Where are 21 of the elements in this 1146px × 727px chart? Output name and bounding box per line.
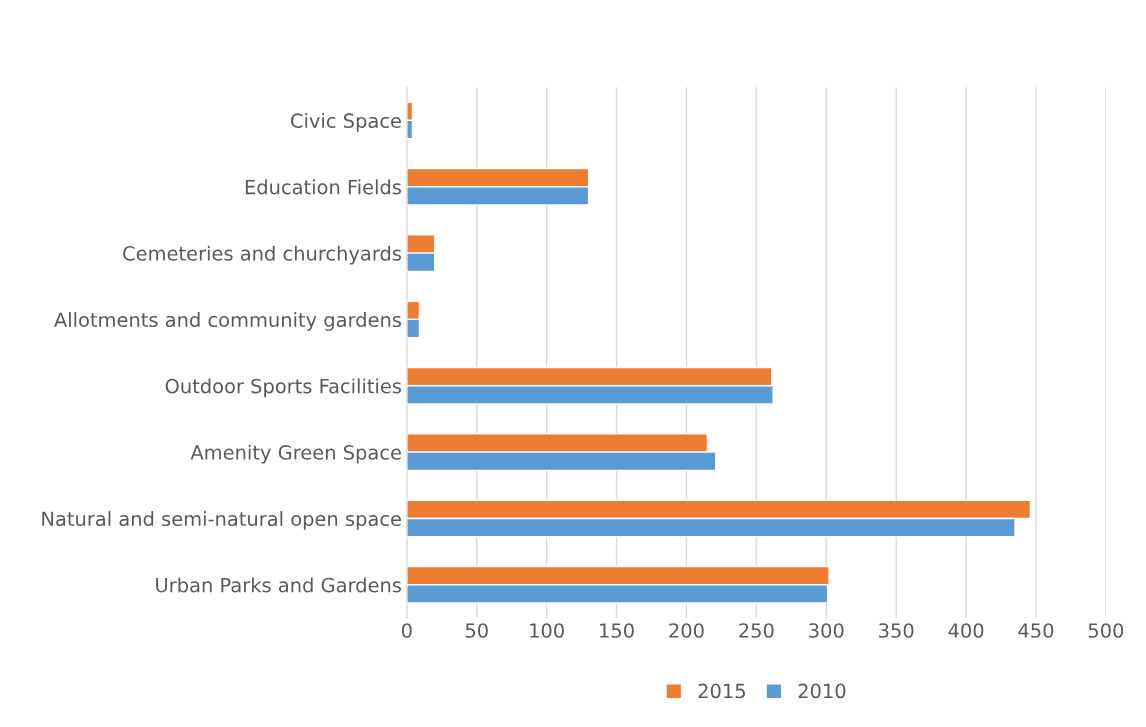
x-tick-label: 450 — [1018, 623, 1054, 638]
y-tick-label: Allotments and community gardens — [54, 312, 402, 331]
x-tick-label: 100 — [530, 623, 564, 638]
y-tick-label: Education Fields — [245, 179, 402, 195]
x-tick-label: 0 — [401, 623, 412, 638]
y-tick-label: Urban Parks and Gardens — [156, 577, 402, 593]
y-tick-label: Cemeteries and churchyards — [123, 245, 402, 265]
legend-label: 2015 — [698, 683, 745, 699]
x-tick-label: 150 — [600, 623, 634, 638]
y-tick-label: Outdoor Sports Facilities — [165, 378, 402, 398]
x-tick-label: 500 — [1088, 623, 1124, 638]
x-tick-label: 200 — [669, 623, 704, 638]
y-tick-label: Natural and semi-natural open space — [42, 511, 401, 530]
x-tick-label: 300 — [809, 623, 844, 638]
y-tick-label: Amenity Green Space — [190, 444, 401, 464]
x-tick-label: 50 — [465, 623, 488, 638]
x-tick-label: 350 — [879, 623, 914, 638]
legend-label: 2010 — [798, 683, 846, 699]
x-tick-label: 400 — [948, 623, 984, 638]
y-tick-label: Civic Space — [291, 113, 401, 132]
x-tick-label: 250 — [739, 623, 774, 638]
